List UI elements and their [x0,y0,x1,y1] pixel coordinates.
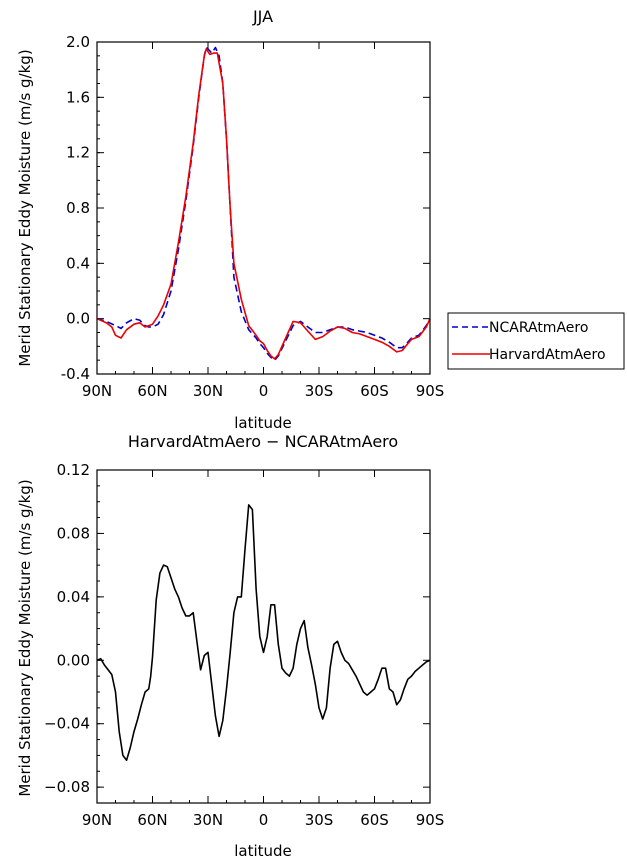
bottom-chart-y-tick-label: −0.08 [44,778,90,796]
legend-label-ncar: NCARAtmAero [489,320,588,336]
top-chart-y-tick-label: 1.6 [66,88,90,106]
top-chart-series-line-ncaratmaero [96,46,431,361]
top-chart-title: JJA [252,7,273,26]
bottom-chart-x-tick-label: 30S [305,811,334,829]
top-chart-axes: 90N 60N 30N 0 30S 60S 90S -0.4 0.0 0.4 0.8 1.2 1.6 2.… [61,33,445,400]
bottom-chart-title: HarvardAtmAero − NCARAtmAero [128,432,398,451]
top-chart-y-tick-label: 0.4 [66,254,90,272]
top-chart-frame [96,41,431,375]
bottom-chart-y-tick-label: 0.08 [57,524,90,542]
bottom-chart-lines [96,504,431,761]
top-chart-y-tick-label: 1.2 [66,144,90,162]
bottom-chart-x-tick-label: 90S [416,811,445,829]
top-chart-panel: JJA latitude Merid Stationary Eddy Moist… [16,7,444,432]
top-chart-lines [96,46,431,361]
legend: NCARAtmAero HarvardAtmAero [447,312,625,370]
top-chart-series-line-harvardatmaero [96,48,431,360]
bottom-chart-y-tick-label: 0.04 [57,588,90,606]
bottom-chart-y-tick-label: 0.00 [57,651,90,669]
bottom-chart-x-tick-label: 30N [193,811,223,829]
bottom-chart-y-tick-label: −0.04 [44,715,90,733]
bottom-chart-x-tick-label: 60N [137,811,167,829]
bottom-chart-x-tick-label: 0 [259,811,269,829]
bottom-chart-y-tick-label: 0.12 [57,461,90,479]
top-chart-plot-area [96,41,431,375]
top-chart-xlabel: latitude [234,414,292,432]
top-chart-x-tick-label: 60S [360,382,389,400]
top-chart-y-tick-label: 0.8 [66,199,90,217]
bottom-chart-panel: HarvardAtmAero − NCARAtmAero latitude Me… [16,432,444,860]
bottom-chart-ylabel: Merid Stationary Eddy Moisture (m/s g/kg… [16,479,34,796]
top-chart-x-tick-label: 60N [137,382,167,400]
bottom-chart-axes: 90N 60N 30N 0 30S 60S 90S −0.08 −0.04 0.00 0.04 0.0… [44,461,444,829]
top-chart-y-tick-label: 0.0 [66,310,90,328]
legend-label-harvard: HarvardAtmAero [489,347,606,363]
top-chart-ylabel: Merid Stationary Eddy Moisture (m/s g/kg… [16,49,34,366]
top-chart-y-tick-label: -0.4 [61,365,90,383]
top-chart-x-tick-label: 90S [416,382,445,400]
bottom-chart-series-line-difference [96,504,431,761]
top-chart-x-tick-label: 0 [259,382,269,400]
top-chart-y-tick-label: 2.0 [66,33,90,51]
legend-box [447,312,625,370]
top-chart-x-tick-label: 30S [305,382,334,400]
top-chart-x-tick-label: 90N [82,382,112,400]
top-chart-x-tick-label: 30N [193,382,223,400]
bottom-chart-plot-area [96,469,431,804]
bottom-chart-xlabel: latitude [234,842,292,860]
bottom-chart-frame [96,469,431,804]
bottom-chart-x-tick-label: 60S [360,811,389,829]
bottom-chart-x-tick-label: 90N [82,811,112,829]
